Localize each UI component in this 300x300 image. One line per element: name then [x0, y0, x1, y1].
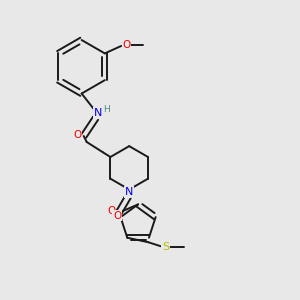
Text: O: O [107, 206, 116, 216]
Text: S: S [162, 242, 169, 252]
Text: N: N [94, 108, 102, 118]
Text: O: O [113, 211, 121, 220]
Text: O: O [122, 40, 130, 50]
Text: O: O [73, 130, 81, 140]
Text: H: H [103, 105, 110, 114]
Text: N: N [125, 187, 134, 197]
